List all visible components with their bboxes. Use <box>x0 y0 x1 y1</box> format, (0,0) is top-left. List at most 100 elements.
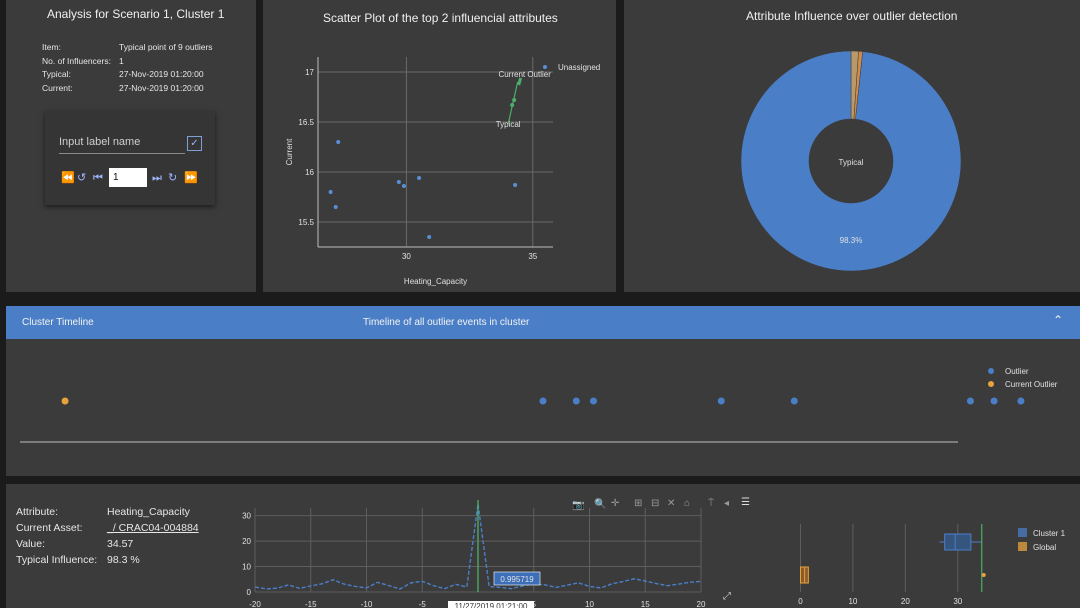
timeline-point <box>990 397 998 405</box>
fast-backward-icon[interactable]: ⏪ <box>61 172 75 184</box>
y-tick-label: 17 <box>305 68 314 77</box>
expand-icon[interactable]: ⤢ <box>723 591 731 602</box>
zoom-in-icon[interactable]: ⊞ <box>634 498 643 509</box>
timeline-legend-marker <box>988 381 994 387</box>
attribute-panel: Attribute: Heating_Capacity Current Asset:… <box>6 484 1080 608</box>
fast-forward-icon[interactable]: ⏩ <box>184 172 198 184</box>
donut-slice-label: 98.3% <box>840 236 863 245</box>
rotate-right-icon[interactable]: ↻ <box>168 172 178 184</box>
x-tick-label: 15 <box>641 600 650 608</box>
timeline-panel: Cluster Timeline Timeline of all outlier… <box>6 306 1080 476</box>
timeline-point <box>790 397 798 405</box>
info-value: 27-Nov-2019 01:20:00 <box>119 69 204 79</box>
info-label: Typical: <box>42 69 71 79</box>
timeline-legend-marker <box>988 368 994 374</box>
y-tick-label: 20 <box>242 537 251 546</box>
analysis-title: Analysis for Scenario 1, Cluster 1 <box>47 7 225 21</box>
skip-to-start-icon[interactable]: ⏮ <box>93 172 103 184</box>
box-legend-marker <box>1018 528 1027 537</box>
timeline-point <box>61 397 69 405</box>
x-axis-label: Heating_Capacity <box>404 277 467 286</box>
hover-value-label: 0.995719 <box>500 575 534 584</box>
timeline-header-subtitle: Timeline of all outlier events in cluste… <box>363 317 530 328</box>
hover-closest-icon[interactable]: ◂ <box>724 498 730 509</box>
x-tick-label: -20 <box>249 600 261 608</box>
hover-compare-icon[interactable]: ☰ <box>741 497 750 508</box>
donut-slice <box>740 50 962 272</box>
attribute-series-line <box>254 503 702 590</box>
camera-icon[interactable]: 📷 <box>572 500 585 511</box>
timeline-point <box>717 397 725 405</box>
scatter-title: Scatter Plot of the top 2 influencial at… <box>323 11 558 25</box>
timeline-chart: Outlier Current Outlier <box>20 367 1058 443</box>
attribute-box-chart: 0 10 20 30 Cluster 1 Global <box>798 524 1066 606</box>
zoom-out-icon[interactable]: ⊟ <box>651 498 660 509</box>
info-value: Typical point of 9 outliers <box>119 42 213 52</box>
x-tick-label: 30 <box>402 252 411 261</box>
hover-x-box <box>448 601 534 608</box>
page-number-input[interactable]: 1 <box>109 168 147 187</box>
attribute-label: Current Asset: <box>16 522 83 534</box>
donut-center-label: Typical <box>839 158 864 167</box>
spike-lines-icon[interactable]: ⍑ <box>708 498 714 509</box>
timeline-legend-label: Outlier <box>1005 367 1029 376</box>
timeline-header-title: Cluster Timeline <box>22 317 94 328</box>
timeline-point <box>572 397 580 405</box>
attribute-value: 98.3 % <box>107 554 140 566</box>
typical-marker <box>510 103 515 107</box>
timeline-header[interactable]: Cluster Timeline Timeline of all outlier… <box>6 306 1080 339</box>
box-legend-label: Global <box>1033 543 1056 552</box>
legend-marker <box>543 65 547 69</box>
x-tick-label: 0 <box>798 597 803 606</box>
scatter-point <box>417 176 422 180</box>
x-tick-label: 35 <box>528 252 537 261</box>
scatter-panel: Scatter Plot of the top 2 influencial at… <box>263 0 616 292</box>
typical-marker <box>512 98 517 102</box>
attribute-value[interactable]: _/ CRAC04-004884 <box>107 522 199 534</box>
skip-to-end-icon[interactable]: ⏭ <box>152 172 162 184</box>
scatter-point <box>333 205 338 209</box>
timeline-point <box>539 397 547 405</box>
x-tick-label: -15 <box>305 600 317 608</box>
rotate-left-icon[interactable]: ↺ <box>77 172 87 184</box>
attribute-label: Value: <box>16 538 45 550</box>
x-tick-label: 20 <box>901 597 910 606</box>
confirm-checkbox[interactable]: ✓ <box>187 136 202 151</box>
timeline-point <box>966 397 974 405</box>
collapse-chevron-icon[interactable]: ⌃ <box>1053 313 1064 327</box>
info-label: Current: <box>42 82 73 93</box>
current-outlier-marker <box>517 77 523 86</box>
x-tick-label: 20 <box>697 600 706 608</box>
analysis-panel: Analysis for Scenario 1, Cluster 1 Item:… <box>6 0 256 292</box>
y-tick-label: 15.5 <box>298 218 314 227</box>
annotation-current-outlier: Current Outlier <box>498 70 551 79</box>
y-tick-label: 10 <box>242 563 251 572</box>
x-tick-label: -10 <box>361 600 373 608</box>
box-legend-marker <box>1018 542 1027 551</box>
x-tick-label: 10 <box>848 597 857 606</box>
info-label: No. of Influencers: <box>42 55 111 66</box>
label-name-input[interactable]: Input label name <box>59 136 185 154</box>
annotation-typical: Typical <box>496 120 521 129</box>
scatter-point <box>513 183 518 187</box>
hover-x-label: 11/27/2019 01:21:00 <box>455 602 528 608</box>
scatter-point <box>401 184 406 188</box>
pan-icon[interactable]: ✛ <box>611 498 620 509</box>
label-name-placeholder: Input label name <box>59 136 141 148</box>
typical-to-outlier-line <box>507 81 519 125</box>
x-tick-label: 10 <box>585 600 594 608</box>
home-icon[interactable]: ⌂ <box>684 498 691 509</box>
attribute-label: Typical Influence: <box>16 554 98 566</box>
cluster-box <box>944 533 972 551</box>
x-tick-label: 30 <box>953 597 962 606</box>
donut-title: Attribute Influence over outlier detecti… <box>746 9 958 23</box>
legend-label: Unassigned <box>558 63 600 72</box>
zoom-icon[interactable]: 🔍 <box>594 499 607 510</box>
label-card: Input label name ✓ ⏪ ↺ ⏮ 1 ⏭ ↻ ⏩ <box>45 111 215 205</box>
scatter-point <box>336 140 341 144</box>
autoscale-icon[interactable]: ✕ <box>667 498 676 509</box>
info-value: 1 <box>119 55 124 66</box>
scatter-chart: 15.5 16 16.5 17 30 35 Heating_Capacity Current C… <box>285 57 600 286</box>
info-label: Item: <box>42 42 61 52</box>
scatter-point <box>328 190 333 194</box>
